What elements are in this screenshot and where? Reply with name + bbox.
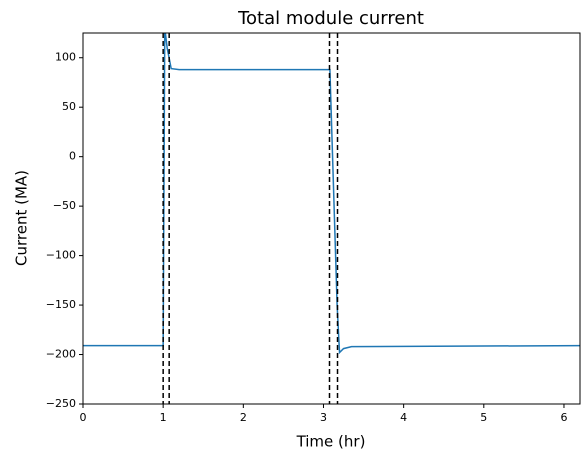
x-tick-label: 4 [400, 411, 407, 424]
plot-frame [82, 32, 581, 405]
x-tick-label: 6 [560, 411, 567, 424]
chart-title: Total module current [237, 8, 424, 29]
x-tick-label: 0 [80, 411, 87, 424]
y-tick-label: −150 [46, 298, 76, 311]
y-axis-label: Current (MA) [13, 170, 31, 266]
x-tick-label: 1 [160, 411, 167, 424]
x-tick-label: 5 [480, 411, 487, 424]
y-tick-label: −50 [53, 199, 76, 212]
y-tick-label: 0 [69, 150, 76, 163]
data-line [83, 33, 580, 355]
y-tick-label: 100 [55, 51, 76, 64]
y-tick-label: −250 [46, 397, 76, 410]
x-axis-label: Time (hr) [296, 433, 366, 451]
x-tick-label: 2 [240, 411, 247, 424]
y-tick-label: −100 [46, 249, 76, 262]
y-tick-label: 50 [62, 100, 76, 113]
x-tick-label: 3 [320, 411, 327, 424]
y-tick-label: −200 [46, 348, 76, 361]
